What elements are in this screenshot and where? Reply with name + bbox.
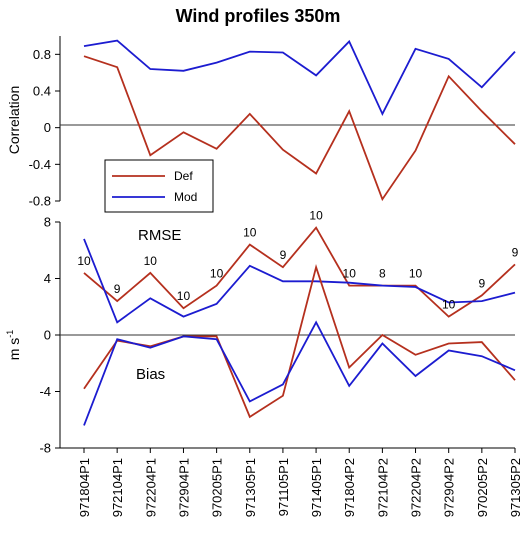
x-tick-label: 972904P2 (442, 458, 457, 517)
wind-y-ticks: -8 -4 0 4 8 (39, 215, 60, 456)
sample-count-label: 9 (114, 282, 121, 296)
x-tick-label: 971105P1 (276, 458, 291, 516)
wind-y-tick-label: 0 (44, 328, 51, 343)
correlation-y-tick-label: -0.8 (29, 194, 51, 209)
x-tick-label: 972104P1 (110, 458, 125, 517)
sample-count-label: 10 (144, 254, 158, 268)
correlation-series-mod-line (83, 39, 516, 116)
wind-y-label-exponent: -1 (5, 330, 15, 338)
correlation-y-tick-label: 0.8 (33, 47, 51, 62)
x-tick-label: 972204P2 (409, 458, 424, 517)
legend-mod-label: Mod (174, 190, 197, 204)
legend-box (104, 159, 214, 213)
chart-title: Wind profiles 350m (176, 6, 341, 26)
x-tick-label: 971305P2 (508, 458, 523, 517)
sample-count-label: 8 (379, 267, 386, 281)
x-tick-label: 970205P2 (475, 458, 490, 517)
correlation-y-tick-label: 0.4 (33, 84, 51, 99)
sample-count-label: 10 (177, 289, 191, 303)
rmse-annotation: RMSE (138, 227, 181, 244)
wind-y-tick-label: -4 (39, 384, 51, 399)
sample-count-label: 10 (442, 298, 456, 312)
wind-y-tick-label: 8 (44, 215, 51, 230)
x-tick-label: 971305P1 (243, 458, 258, 517)
wind-y-tick-label: -8 (39, 441, 51, 456)
correlation-series-def-line (83, 55, 516, 202)
wind-panel: m s-1 -8 -4 0 4 8 10 9 10 10 10 10 9 10 10 8 10 10 9 9 RM… (5, 209, 519, 456)
x-tick-label: 972104P2 (375, 458, 390, 517)
x-tick-label: 971804P2 (342, 458, 357, 517)
correlation-y-tick-label: -0.4 (29, 157, 51, 172)
wind-series-mod-bias-line (83, 320, 516, 426)
bias-annotation: Bias (136, 366, 165, 383)
x-tick-label: 972904P1 (177, 458, 192, 517)
wind-series (83, 226, 516, 426)
legend-def-label: Def (174, 169, 193, 183)
legend: Def Mod (104, 159, 214, 213)
sample-count-label: 9 (512, 245, 519, 259)
wind-series-mod-rmse-line (83, 238, 516, 324)
x-axis: 971804P1 972104P1 972204P1 972904P1 970205P1… (60, 447, 523, 517)
correlation-y-ticks: -0.8 -0.4 0 0.4 0.8 (29, 47, 60, 209)
wind-series-def-rmse-line (83, 226, 516, 318)
x-tick-label: 971405P1 (309, 458, 324, 517)
correlation-series (83, 39, 516, 202)
correlation-y-label: Correlation (6, 86, 22, 154)
sample-count-label: 10 (243, 226, 257, 240)
sample-count-label: 10 (77, 254, 91, 268)
x-tick-label: 972204P1 (143, 458, 158, 517)
sample-count-label: 10 (409, 267, 423, 281)
correlation-y-tick-label: 0 (44, 120, 51, 135)
sample-count-label: 9 (479, 276, 486, 290)
sample-count-label: 10 (309, 209, 323, 223)
sample-count-labels: 10 9 10 10 10 10 9 10 10 8 10 10 9 9 (77, 209, 518, 312)
sample-count-label: 10 (210, 267, 224, 281)
x-tick-labels: 971804P1 972104P1 972204P1 972904P1 970205P1… (77, 448, 523, 517)
wind-y-label: m s-1 (5, 330, 22, 361)
sample-count-label: 9 (280, 248, 287, 262)
sample-count-label: 10 (343, 267, 357, 281)
x-tick-label: 971804P1 (77, 458, 92, 517)
wind-y-tick-label: 4 (44, 271, 51, 286)
x-tick-label: 970205P1 (210, 458, 225, 517)
correlation-panel: Correlation -0.8 -0.4 0 0.4 0.8 (6, 36, 516, 209)
wind-series-def-bias-line (83, 264, 516, 419)
